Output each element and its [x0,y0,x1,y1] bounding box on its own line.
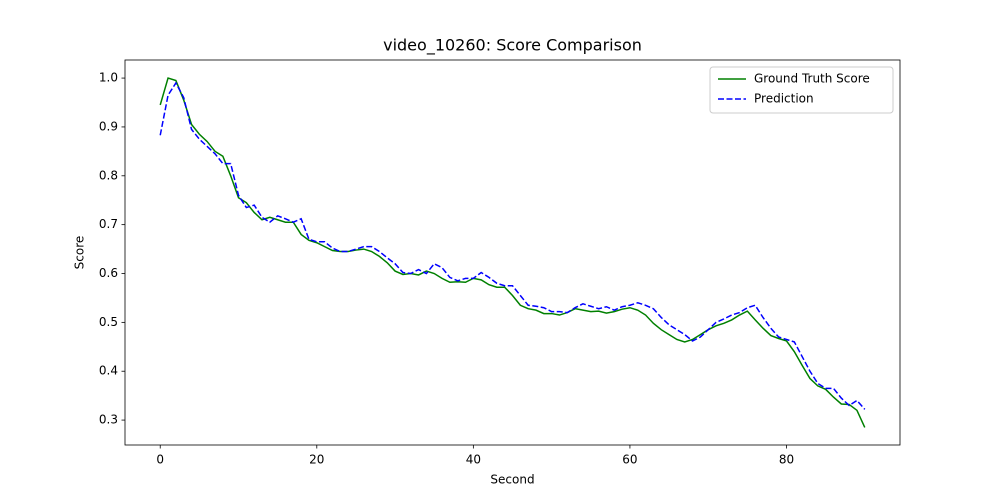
y-axis-label: Score [73,236,87,270]
y-tick-label: 0.5 [99,315,118,329]
x-tick-label: 60 [622,453,637,467]
y-tick-label: 0.3 [99,413,118,427]
y-tick-label: 0.9 [99,119,118,133]
x-axis-label: Second [490,473,534,487]
chart-title: video_10260: Score Comparison [383,36,642,56]
y-tick-label: 0.8 [99,168,118,182]
legend-box [709,66,894,114]
series-line [159,81,866,410]
legend-label: Prediction [754,92,814,106]
x-tick-label: 40 [466,453,481,467]
y-tick-label: 0.4 [99,364,118,378]
y-tick-label: 0.7 [99,217,118,231]
plot-frame [124,59,901,446]
series-line [159,77,866,428]
y-tick-label: 1.0 [99,71,118,85]
x-tick-label: 0 [156,453,164,467]
y-tick-label: 0.6 [99,266,118,280]
legend-label: Ground Truth Score [754,72,870,86]
x-tick-label: 20 [309,453,324,467]
x-tick-label: 80 [779,453,794,467]
